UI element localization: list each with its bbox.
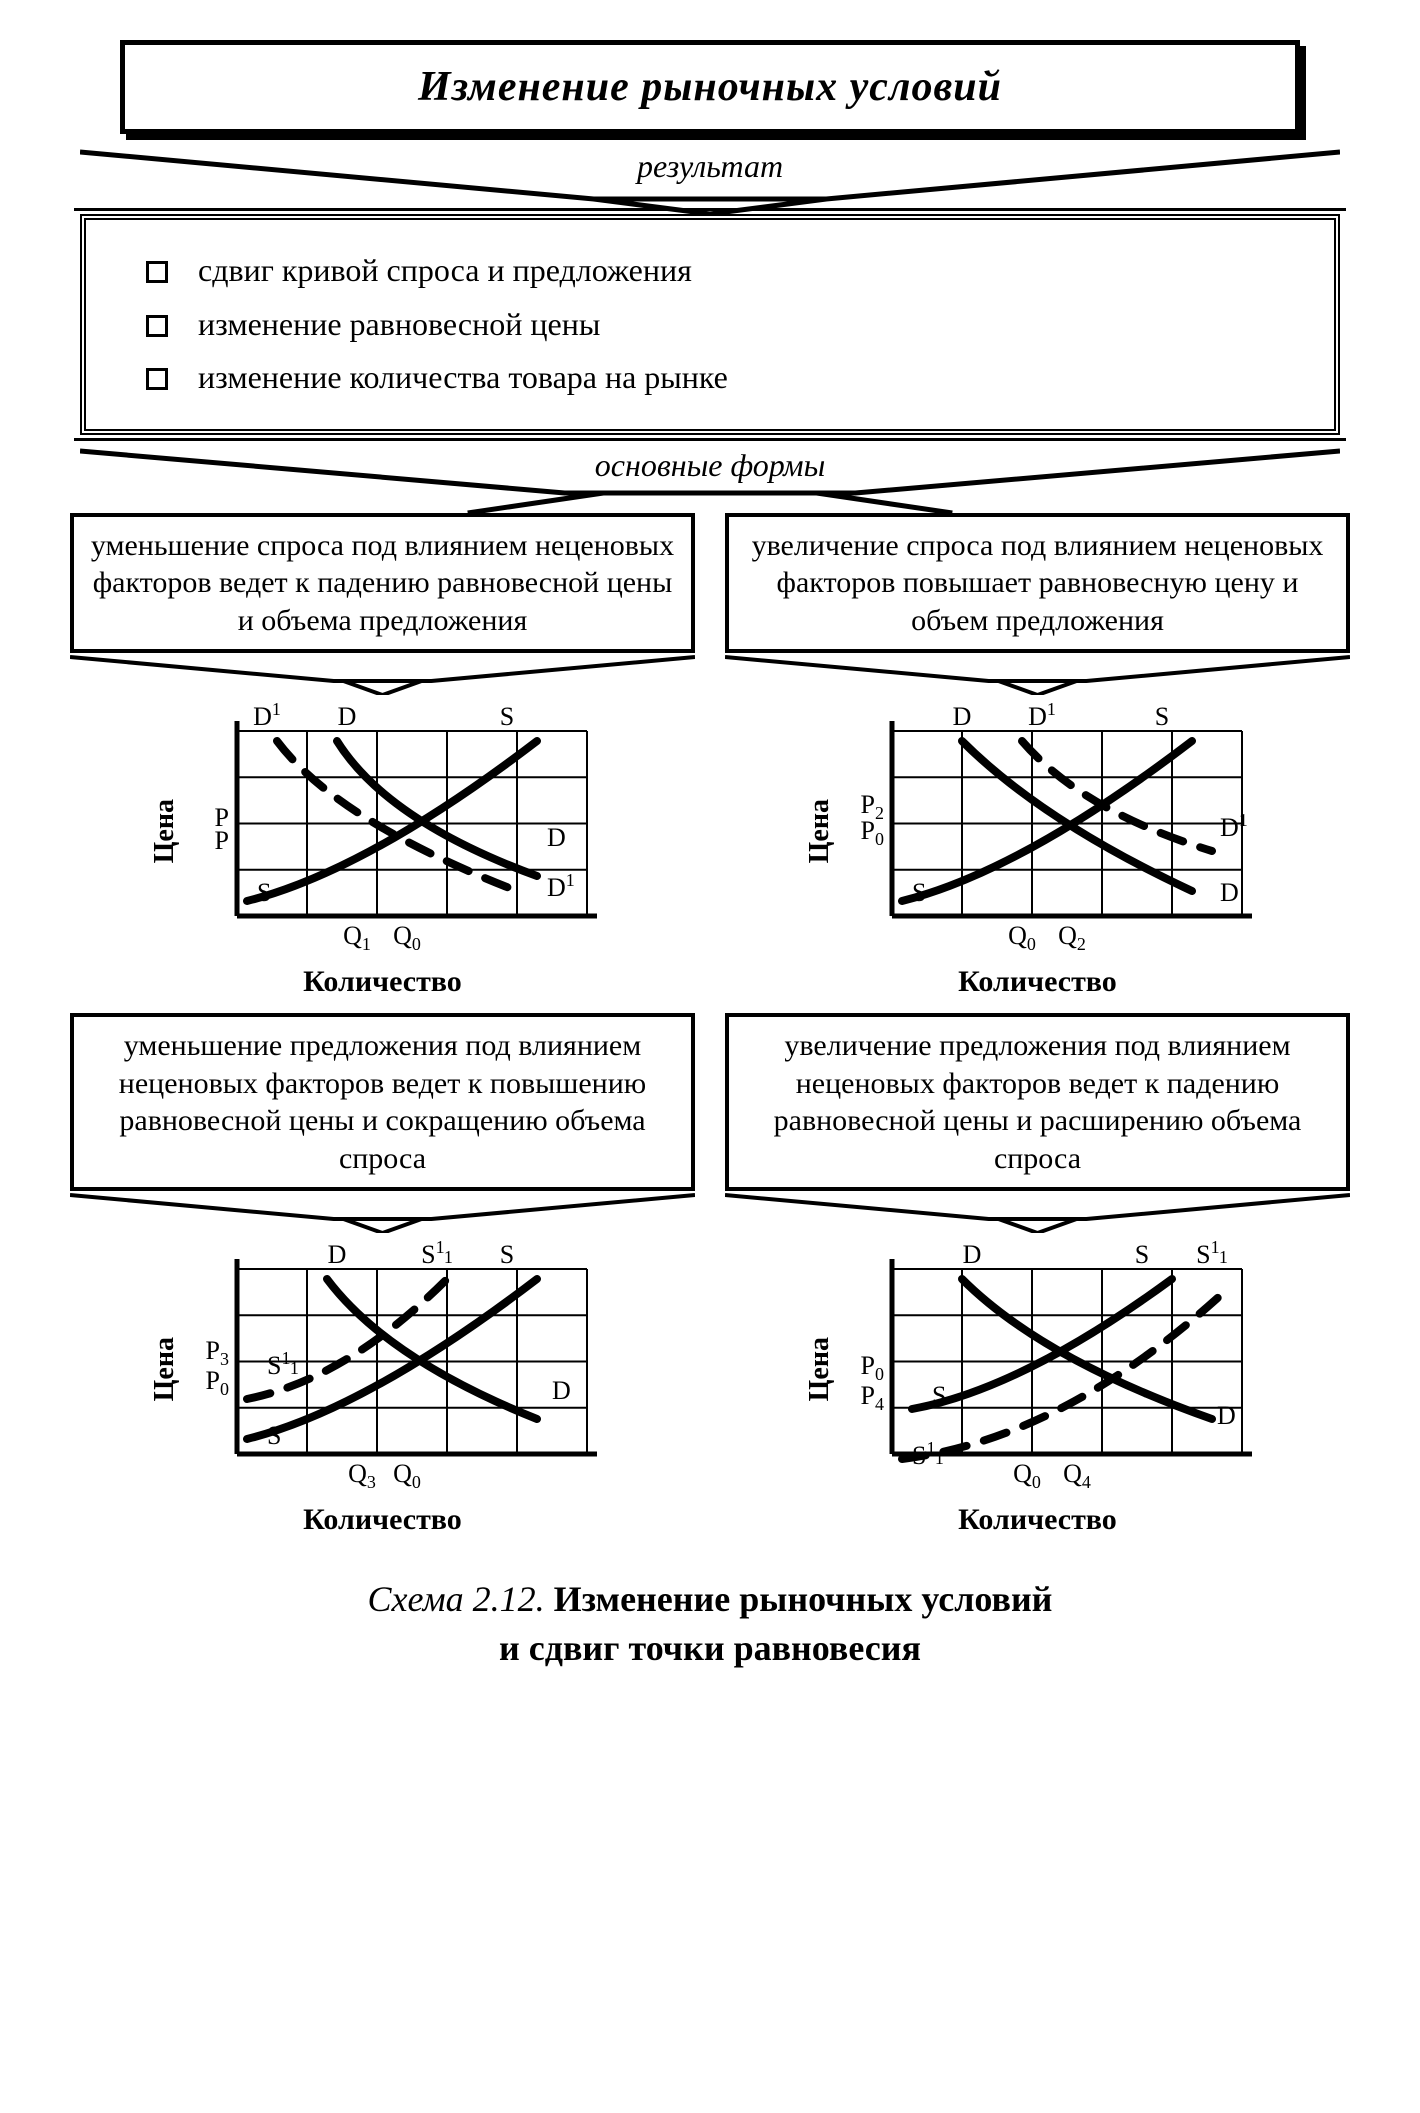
x-axis-label: Количество — [70, 1503, 695, 1537]
panel-description: уменьшение спроса под влиянием неценовых… — [70, 513, 695, 654]
panel-description: увеличение спроса под влиянием неценовых… — [725, 513, 1350, 654]
svg-text:D: D — [952, 702, 971, 731]
supply-demand-chart: D S S11 D S S11 P0P4 Q0 Q4 — [842, 1239, 1272, 1499]
svg-text:S: S — [257, 878, 271, 907]
svg-text:S: S — [499, 702, 513, 731]
svg-text:Q1: Q1 — [343, 921, 371, 954]
svg-text:S11: S11 — [1196, 1239, 1228, 1269]
supply-demand-chart: D1DSDD1SPPQ1Q0 — [187, 701, 617, 961]
caption-number: Схема 2.12. — [368, 1579, 545, 1619]
result-item: изменение равновесной цены — [146, 298, 1294, 352]
results-box: сдвиг кривой спроса и предложения изменен… — [80, 214, 1340, 435]
panel-description: увеличение предложения под влиянием неце… — [725, 1013, 1350, 1191]
svg-text:Q0: Q0 — [393, 921, 421, 954]
svg-text:D1: D1 — [1220, 810, 1248, 842]
svg-text:D1: D1 — [253, 701, 281, 731]
svg-text:D1: D1 — [1028, 701, 1056, 731]
figure-caption: Схема 2.12. Изменение рыночных условий и… — [40, 1575, 1380, 1672]
x-axis-label: Количество — [725, 1503, 1350, 1537]
connector-funnel — [70, 653, 695, 695]
chart-container: ЦенаDD1SD1DSP2P0Q0Q2 — [725, 701, 1350, 961]
svg-text:Q0: Q0 — [393, 1459, 421, 1492]
result-text: изменение равновесной цены — [198, 306, 600, 342]
checkbox-icon — [146, 368, 168, 390]
svg-text:Q0: Q0 — [1013, 1459, 1041, 1492]
svg-text:D: D — [547, 823, 566, 852]
svg-text:D: D — [552, 1376, 571, 1405]
svg-text:S: S — [499, 1240, 513, 1269]
svg-text:S: S — [912, 878, 926, 907]
panel-description: уменьшение предложения под влиянием неце… — [70, 1013, 695, 1191]
connector-funnel — [725, 1191, 1350, 1233]
title-box: Изменение рыночных условий — [120, 40, 1300, 134]
svg-text:P4: P4 — [860, 1381, 883, 1414]
y-axis-label: Цена — [804, 799, 836, 863]
funnel-label-result: результат — [80, 148, 1340, 185]
caption-line1: Изменение рыночных условий — [554, 1579, 1053, 1619]
result-text: изменение количества товара на рынке — [198, 359, 728, 395]
y-axis-label: Цена — [149, 1337, 181, 1401]
svg-text:S: S — [1154, 702, 1168, 731]
svg-text:P0: P0 — [860, 1351, 883, 1384]
svg-text:Q3: Q3 — [348, 1459, 376, 1492]
svg-text:P3: P3 — [205, 1336, 228, 1369]
connector-funnel — [725, 653, 1350, 695]
supply-demand-chart: D S11 S D S11 S P3P0 Q3 Q0 — [187, 1239, 617, 1499]
svg-text:D: D — [1217, 1401, 1236, 1430]
svg-text:D: D — [1220, 878, 1239, 907]
svg-text:D: D — [962, 1240, 981, 1269]
svg-text:Q4: Q4 — [1063, 1459, 1091, 1492]
svg-text:S11: S11 — [912, 1438, 944, 1470]
checkbox-icon — [146, 315, 168, 337]
svg-text:D: D — [327, 1240, 346, 1269]
svg-text:P: P — [214, 826, 228, 855]
funnel-label-forms: основные формы — [80, 447, 1340, 484]
supply-demand-chart: DD1SD1DSP2P0Q0Q2 — [842, 701, 1272, 961]
chart-container: Цена D S S11 D S S11 P0P4 Q0 Q4 — [725, 1239, 1350, 1499]
chart-container: ЦенаD1DSDD1SPPQ1Q0 — [70, 701, 695, 961]
svg-text:P0: P0 — [205, 1366, 228, 1399]
checkbox-icon — [146, 261, 168, 283]
chart-container: Цена D S11 S D S11 S P3P0 Q3 Q0 — [70, 1239, 695, 1499]
y-axis-label: Цена — [149, 799, 181, 863]
funnel-forms: основные формы — [80, 443, 1340, 513]
result-text: сдвиг кривой спроса и предложения — [198, 252, 692, 288]
svg-text:S11: S11 — [421, 1239, 453, 1269]
connector-funnel — [70, 1191, 695, 1233]
result-item: изменение количества товара на рынке — [146, 351, 1294, 405]
svg-text:S11: S11 — [267, 1348, 299, 1380]
caption-line2: и сдвиг точки равновесия — [499, 1628, 921, 1668]
svg-text:D: D — [337, 702, 356, 731]
result-item: сдвиг кривой спроса и предложения — [146, 244, 1294, 298]
x-axis-label: Количество — [70, 965, 695, 999]
funnel-result: результат — [80, 144, 1340, 214]
svg-text:D1: D1 — [547, 870, 575, 902]
svg-text:S: S — [1134, 1240, 1148, 1269]
x-axis-label: Количество — [725, 965, 1350, 999]
svg-text:S: S — [932, 1381, 946, 1410]
svg-text:S: S — [267, 1421, 281, 1450]
y-axis-label: Цена — [804, 1337, 836, 1401]
svg-text:Q0: Q0 — [1008, 921, 1036, 954]
svg-text:Q2: Q2 — [1058, 921, 1086, 954]
